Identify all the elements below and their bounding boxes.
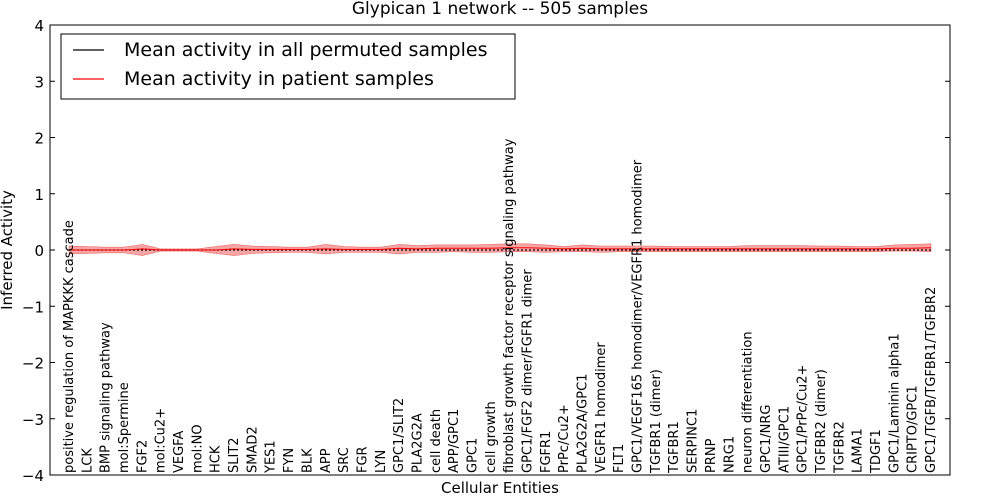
x-tick-label: FLT1	[612, 444, 627, 473]
x-tick-label: GPC1/TGFB/TGFBR1/TGFBR2	[924, 287, 939, 473]
y-tick-label: −4	[22, 467, 44, 485]
y-tick-label: −1	[22, 298, 44, 316]
x-tick-label: TGFBR1 (dimer)	[649, 369, 664, 474]
y-tick-label: 4	[34, 17, 44, 35]
y-tick-label: 3	[34, 73, 44, 91]
x-tick-label: FGFR1	[539, 431, 554, 473]
x-tick-label: GPC1/Laminin alpha1	[887, 333, 902, 473]
x-tick-label: GPC1/SLIT2	[392, 398, 407, 473]
x-tick-label: BMP signaling pathway	[99, 322, 114, 473]
x-tick-label: fibroblast growth factor receptor signal…	[502, 138, 517, 473]
y-tick-label: −2	[22, 355, 44, 373]
x-tick-label: VEGFR1 homodimer	[594, 342, 609, 473]
x-tick-label: cell growth	[484, 401, 499, 473]
x-tick-label: GPC1/PrPc/Cu2+	[796, 365, 811, 473]
x-tick-label: neuron differentiation	[741, 331, 756, 473]
x-tick-label: GPC1/VEGF165 homodimer/VEGFR1 homodimer	[631, 159, 646, 473]
x-axis: positive regulation of MAPKKK cascade LCK…	[62, 138, 939, 474]
x-tick-label: cell death	[429, 409, 444, 473]
x-tick-label: ATIII/GPC1	[777, 406, 792, 473]
y-tick-label: 2	[34, 130, 44, 148]
x-tick-label: TGFBR1	[667, 421, 682, 474]
x-tick-label: CRIPTO/GPC1	[906, 385, 921, 473]
x-tick-label: LYN	[374, 450, 389, 473]
x-axis-label: Cellular Entities	[441, 479, 559, 497]
legend-box	[60, 33, 516, 100]
patient-band	[68, 243, 932, 256]
x-tick-label: APP	[319, 448, 334, 473]
x-tick-label: YES1	[264, 440, 279, 474]
x-tick-label: TGFBR2	[832, 421, 847, 474]
plot-area	[68, 243, 932, 256]
x-tick-label: FYN	[282, 448, 297, 473]
x-tick-label: PLA2G2A/GPC1	[576, 374, 591, 473]
y-tick-label: 1	[34, 186, 44, 204]
x-tick-label: PrPc/Cu2+	[557, 404, 572, 473]
x-tick-label: HCK	[209, 445, 224, 473]
y-axis: −4 −3 −2 −1 0 1 2 3 4	[22, 17, 950, 485]
y-tick-label: 0	[34, 242, 44, 260]
x-tick-label: TGFBR2 (dimer)	[814, 369, 829, 474]
x-tick-label: LCK	[80, 448, 95, 473]
series-patient-line	[69, 247, 932, 251]
x-tick-label: FGR	[355, 446, 370, 473]
x-tick-label: NRG1	[722, 436, 737, 473]
x-tick-label: GPC1/FGF2 dimer/FGFR1 dimer	[521, 269, 536, 473]
x-tick-label: BLK	[300, 448, 315, 473]
y-axis-label: Inferred Activity	[0, 190, 16, 310]
x-tick-label: SRC	[337, 447, 352, 473]
x-tick-label: GPC1	[466, 438, 481, 473]
x-tick-label: positive regulation of MAPKKK cascade	[62, 220, 77, 473]
legend: Mean activity in all permuted samples Mea…	[60, 33, 516, 100]
x-tick-label: PLA2G2A	[411, 413, 426, 473]
x-tick-label: GPC1/NRG	[759, 405, 774, 473]
x-tick-label: VEGFA	[172, 431, 187, 473]
x-tick-label: SERPINC1	[686, 409, 701, 473]
plot-frame	[49, 24, 951, 476]
x-tick-label: LAMA1	[851, 428, 866, 473]
x-tick-label: SLIT2	[227, 437, 242, 473]
x-tick-label: APP/GPC1	[447, 409, 462, 473]
x-tick-label: TDGF1	[869, 429, 884, 474]
x-tick-label: SMAD2	[245, 426, 260, 473]
chart-title: Glypican 1 network -- 505 samples	[352, 0, 648, 19]
x-tick-label: mol:NO	[190, 424, 205, 473]
y-tick-label: −3	[22, 411, 44, 429]
x-tick-label: mol:Spermine	[117, 382, 132, 473]
legend-label: Mean activity in all permuted samples	[124, 39, 487, 61]
x-tick-label: PRNP	[704, 438, 719, 473]
legend-label: Mean activity in patient samples	[124, 68, 434, 90]
x-tick-label: mol:Cu2+	[154, 408, 169, 473]
x-tick-label: FGF2	[135, 440, 150, 473]
